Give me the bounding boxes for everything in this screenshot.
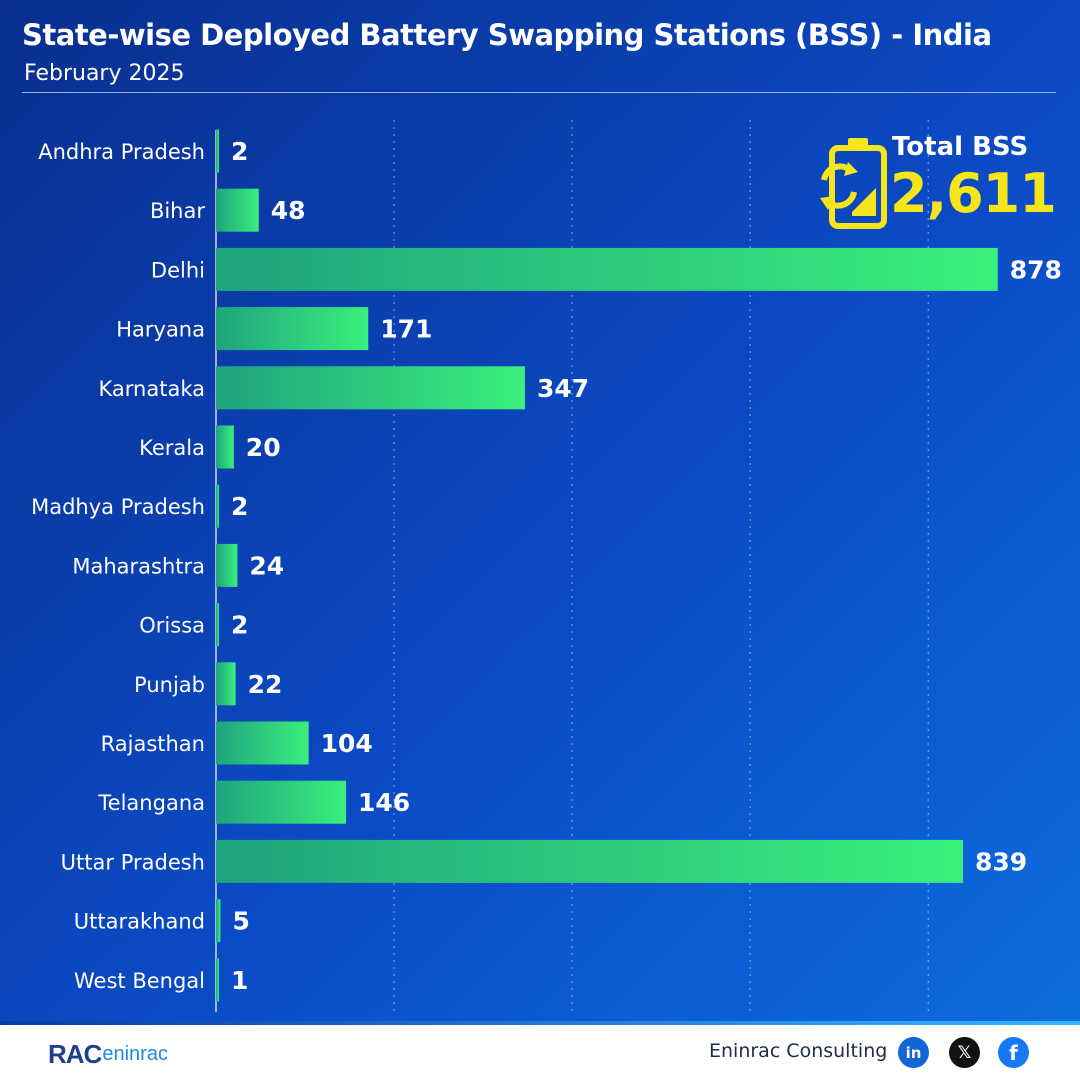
eninrac-logo[interactable]: RAC eninrac	[48, 1039, 168, 1069]
bar	[216, 603, 219, 647]
total-bss-value: 2,611	[890, 162, 1057, 225]
bar	[216, 780, 346, 824]
battery-swap-icon	[820, 138, 887, 229]
category-label: Madhya Pradesh	[31, 495, 205, 519]
facebook-icon[interactable]: f	[998, 1037, 1029, 1068]
value-label: 146	[358, 788, 410, 817]
value-label: 2	[231, 492, 248, 521]
total-bss-label: Total BSS	[892, 132, 1029, 162]
category-label: Karnataka	[99, 377, 205, 401]
value-label: 2	[231, 611, 248, 640]
category-label: Telangana	[97, 791, 205, 815]
category-label: Haryana	[116, 318, 205, 342]
chart-subtitle: February 2025	[24, 61, 185, 86]
bar	[216, 721, 309, 765]
logo-sub-text: eninrac	[102, 1042, 168, 1065]
company-name: Eninrac Consulting	[709, 1040, 888, 1062]
logo-main-text: RAC	[48, 1038, 102, 1069]
bar	[216, 543, 238, 587]
category-label: Uttar Pradesh	[61, 850, 205, 874]
value-label: 5	[232, 907, 249, 936]
value-label: 104	[321, 729, 373, 758]
category-label: Andhra Pradesh	[38, 140, 205, 164]
value-label: 1	[231, 966, 248, 995]
x-icon[interactable]: 𝕏	[949, 1037, 980, 1068]
value-label: 347	[537, 374, 589, 403]
bar	[216, 425, 234, 469]
bar	[216, 247, 998, 291]
value-label: 839	[975, 847, 1027, 876]
bar	[216, 188, 259, 232]
footer-accent-band	[0, 1021, 1080, 1025]
category-label: Delhi	[151, 258, 205, 282]
header-divider	[22, 92, 1056, 93]
category-label: Kerala	[139, 436, 205, 460]
bar	[216, 307, 369, 351]
bar	[216, 662, 236, 706]
category-label: West Bengal	[74, 969, 205, 993]
category-label: Orissa	[139, 614, 205, 638]
category-label: Uttarakhand	[74, 910, 205, 934]
linkedin-icon[interactable]: in	[898, 1037, 929, 1068]
bar	[216, 484, 219, 528]
bar	[216, 899, 221, 943]
bar-chart: Andhra Pradesh 2 Bihar 48 Delhi 878 Haryana 171…	[31, 129, 1062, 1002]
value-label: 24	[249, 551, 284, 580]
value-label: 20	[246, 433, 281, 462]
bar	[216, 366, 525, 410]
total-bss-callout: Total BSS 2,611	[818, 132, 1057, 232]
category-label: Bihar	[150, 199, 205, 223]
category-label: Rajasthan	[101, 732, 205, 756]
bar	[216, 129, 219, 173]
category-label: Maharashtra	[72, 554, 205, 578]
bar	[216, 958, 219, 1002]
chart-title: State-wise Deployed Battery Swapping Sta…	[22, 18, 992, 52]
value-label: 171	[380, 315, 432, 344]
value-label: 878	[1010, 255, 1062, 284]
category-label: Punjab	[134, 673, 205, 697]
footer: RAC eninrac Eninrac Consulting in 𝕏 f	[0, 1025, 1080, 1080]
bar	[216, 839, 964, 883]
value-label: 22	[248, 670, 283, 699]
value-label: 48	[271, 196, 306, 225]
value-label: 2	[231, 137, 248, 166]
